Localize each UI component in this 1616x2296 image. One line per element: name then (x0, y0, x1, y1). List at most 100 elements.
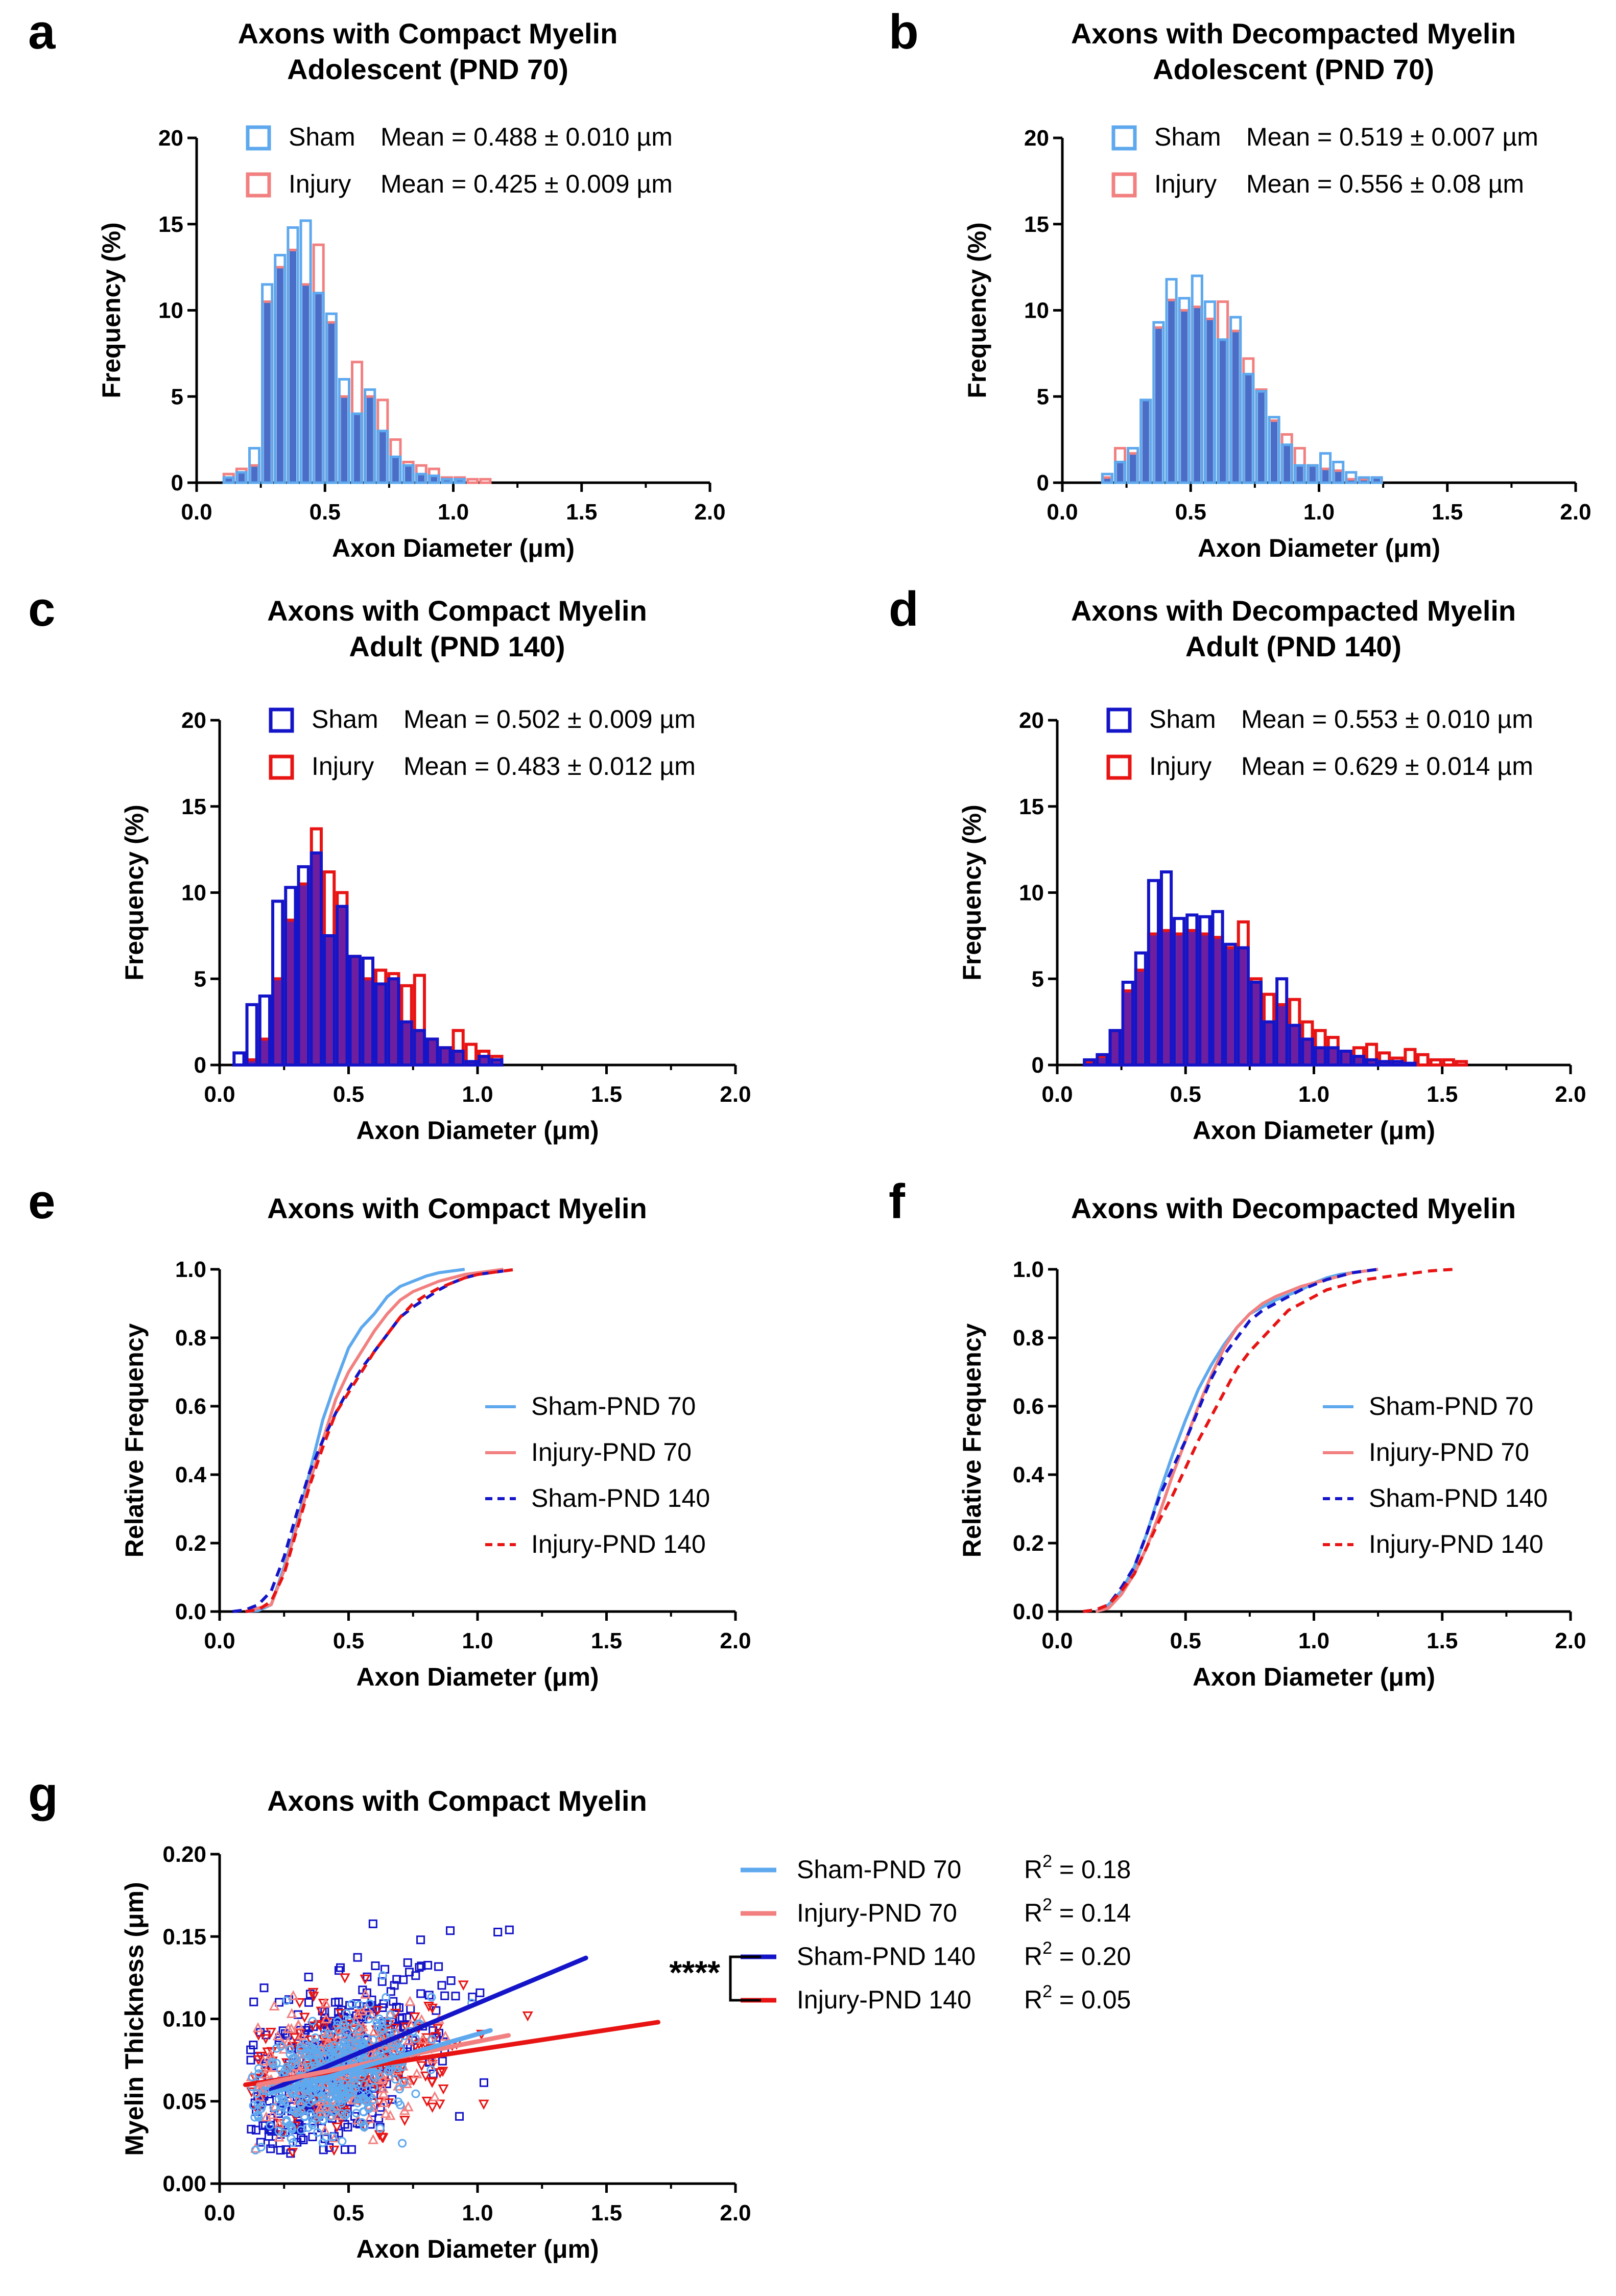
y-tick-label: 1.0 (1013, 1257, 1044, 1282)
hist-bar-sham (490, 1058, 504, 1067)
scatter-point (272, 2058, 281, 2068)
scatter-point (307, 2021, 318, 2032)
scatter-point (399, 2104, 410, 2115)
hist-bar-overlap (442, 1048, 449, 1065)
y-tick-label: 15 (158, 212, 183, 237)
y-tick-label: 10 (1024, 298, 1049, 323)
hist-bar-sham (1096, 1053, 1109, 1067)
scatter-point (307, 1987, 319, 1998)
scatter-point (318, 2116, 327, 2125)
hist-bar-overlap (1381, 1061, 1388, 1065)
r2-superscript: 2 (1042, 1938, 1052, 1958)
hist-bar-overlap (1214, 937, 1221, 1065)
scatter-point (333, 2110, 344, 2120)
hist-bar-overlap (1116, 462, 1124, 483)
scatter-point (386, 1987, 395, 1996)
hist-bar-overlap (1373, 477, 1381, 483)
scatter-point (353, 2080, 362, 2089)
scatter-point (303, 2123, 313, 2132)
r2-symbol: R (1024, 1942, 1042, 1971)
scatter-point (275, 1998, 284, 2007)
hist-bar-overlap (392, 457, 399, 483)
x-tick-label: 1.5 (591, 1082, 622, 1107)
hist-bar-sham (1114, 461, 1127, 484)
panel-label: a (28, 5, 56, 59)
scatter-point (386, 2010, 395, 2019)
hist-bar-overlap (1245, 374, 1252, 483)
hist-bar-overlap (1304, 1039, 1311, 1065)
panel-title: Axons with Compact Myelin (238, 17, 618, 50)
x-tick-label: 0.5 (333, 1628, 364, 1653)
legend-label: Sham-PND 70 (531, 1392, 696, 1421)
x-tick-label: 0.5 (1170, 1082, 1201, 1107)
scatter-point (276, 2146, 285, 2155)
scatter-point (278, 2026, 288, 2035)
hist-bar-overlap (276, 267, 283, 483)
scatter-point (378, 2088, 389, 2098)
scatter-point (493, 1927, 503, 1936)
hist-bar-overlap (1150, 934, 1157, 1065)
hist-bar-sham (415, 472, 427, 484)
scatter-point (342, 2041, 351, 2050)
hist-bar-overlap (1086, 1061, 1093, 1065)
y-tick-label: 0.2 (1013, 1531, 1044, 1556)
panel-label: b (889, 5, 919, 59)
hist-bar-sham (387, 977, 400, 1067)
hist-bar-overlap (339, 906, 346, 1065)
legend-stat: Mean = 0.502 ± 0.009 µm (403, 705, 696, 733)
legend-group: Injury (289, 170, 351, 198)
hist-bar-overlap (1181, 310, 1188, 483)
hist-bar-overlap (248, 1059, 255, 1065)
scatter-point (317, 2091, 326, 2100)
y-tick-label: 0.2 (175, 1531, 206, 1556)
x-tick-label: 0.0 (1041, 1628, 1073, 1653)
y-tick-label: 0.8 (175, 1325, 206, 1351)
hist-bar-sham (1293, 464, 1306, 484)
hist-bar-sham (297, 865, 310, 1067)
scatter-point (328, 2107, 338, 2116)
hist-bar-overlap (1296, 465, 1303, 483)
hist-bar-sham (1242, 372, 1255, 484)
scatter-point (303, 2050, 312, 2059)
legend-group: Sham (312, 705, 378, 733)
cdf-line (245, 1268, 465, 1613)
x-tick-label: 1.5 (591, 2200, 622, 2226)
y-axis-label: Myelin Thickness (μm) (120, 1882, 149, 2156)
legend-group: Sham (289, 123, 355, 151)
scatter-point (440, 2030, 451, 2041)
scatter-point (392, 2002, 401, 2011)
hist-bar-overlap (1335, 470, 1342, 483)
cdf-line (245, 1268, 517, 1613)
hist-bar-sham (1391, 1060, 1404, 1067)
legend-stat: Mean = 0.488 ± 0.010 µm (381, 123, 673, 151)
scatter-point (398, 2139, 407, 2148)
hist-bar-sham (1275, 977, 1289, 1067)
hist-bar-overlap (264, 301, 271, 483)
scatter-point (371, 1961, 380, 1970)
x-tick-label: 1.0 (438, 500, 469, 525)
scatter-point (446, 1926, 455, 1935)
hist-bar-sham (1314, 1046, 1327, 1067)
scatter-point (246, 2045, 255, 2054)
hist-bar-sham (1301, 1037, 1314, 1067)
panel-title: Axons with Decompacted Myelin (1071, 17, 1516, 50)
scatter-point (318, 1999, 329, 2009)
scatter-point (399, 2116, 410, 2126)
hist-bar-overlap (313, 853, 320, 1065)
hist-bar-overlap (1284, 444, 1291, 483)
r2-symbol: R (1024, 1985, 1042, 2014)
hist-bar-overlap (1099, 1056, 1106, 1065)
hist-bar-overlap (1219, 339, 1226, 483)
scatter-point (385, 2028, 394, 2038)
scatter-point (423, 2001, 435, 2012)
scatter-point (370, 2071, 379, 2080)
y-tick-label: 0.05 (162, 2089, 206, 2114)
scatter-point (285, 2121, 294, 2130)
scatter-point (252, 2089, 262, 2098)
scatter-point (378, 1971, 387, 1980)
hist-bar-overlap (328, 322, 335, 483)
scatter-point (368, 1919, 377, 1928)
scatter-point (357, 2025, 368, 2035)
legend-label: Sham-PND 70 (1369, 1392, 1533, 1421)
hist-bar-sham (222, 476, 235, 484)
